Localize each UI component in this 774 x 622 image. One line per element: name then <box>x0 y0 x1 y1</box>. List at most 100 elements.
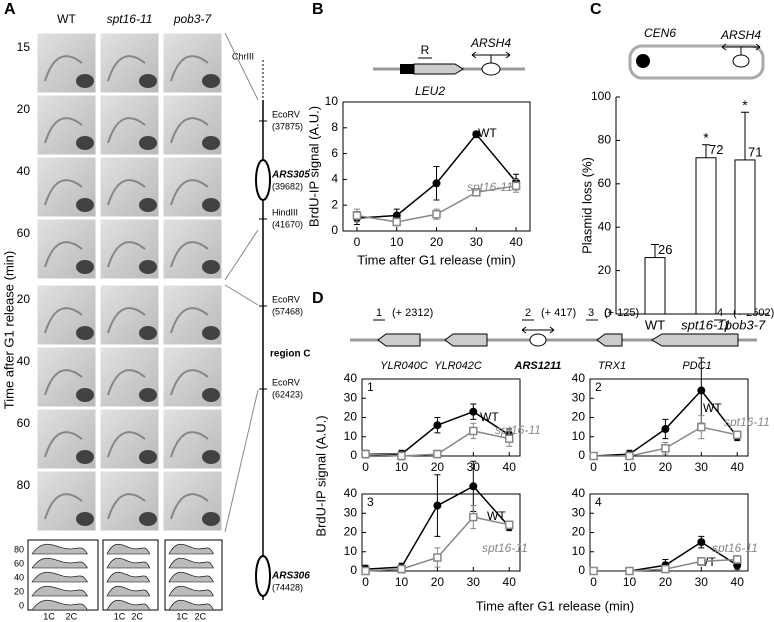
blot-arc <box>170 493 209 520</box>
y-tick-label: 10 <box>344 544 358 558</box>
facs-tick: 40 <box>14 572 24 582</box>
origin-label: ARSH4 <box>470 36 511 50</box>
facs-x-label: 2C <box>66 611 78 621</box>
facs-histogram <box>106 557 151 569</box>
blot-spot <box>139 388 157 402</box>
origin <box>255 555 271 597</box>
y-tick-label: 20 <box>572 410 586 424</box>
blot-spot <box>139 260 157 274</box>
point <box>361 449 370 459</box>
point <box>697 538 706 547</box>
facs-histogram <box>106 599 151 611</box>
blot-spot <box>76 260 94 274</box>
x-tick-label: 30 <box>695 460 709 474</box>
x-tick-label: 40 <box>503 460 517 474</box>
series-label: WT <box>478 126 497 140</box>
blot-spot <box>202 198 220 212</box>
blot-arc <box>44 369 83 396</box>
blot-spot <box>202 450 220 464</box>
point <box>504 434 514 443</box>
y-tick-label: 0 <box>578 448 585 462</box>
column-header: WT <box>57 12 76 26</box>
blot-spot <box>202 388 220 402</box>
y-axis-label: BrdU-IP signal (A.U.) <box>306 106 321 227</box>
gene-label: ARS1211 <box>514 360 562 372</box>
y-axis-label: Time after G1 release (min) <box>1 251 16 409</box>
y-tick-label: 20 <box>572 525 586 539</box>
x-tick-label: 20 <box>431 575 445 589</box>
centromere-label: CEN6 <box>644 26 676 40</box>
blot-spot <box>139 512 157 526</box>
panel-number: 3 <box>367 495 374 509</box>
y-tick-label: 20 <box>598 263 612 277</box>
value-label: 71 <box>748 144 762 159</box>
probe-id: 3 <box>588 307 594 319</box>
panel-label: A <box>4 1 16 18</box>
y-tick-label: 40 <box>598 219 612 233</box>
panel-label: C <box>590 1 602 18</box>
blot-arc <box>44 117 83 144</box>
map-connector <box>224 229 259 281</box>
gene-label: TRX1 <box>598 360 626 372</box>
x-tick-label: 0 <box>590 575 597 589</box>
point <box>732 430 742 440</box>
x-tick-label: spt16-11 <box>681 317 731 332</box>
x-axis-label: Time after G1 release (min) <box>357 252 515 267</box>
blot-spot <box>139 136 157 150</box>
blot-spot <box>76 388 94 402</box>
x-tick-label: pob3-7 <box>724 317 766 332</box>
point <box>432 179 441 188</box>
blot-spot <box>202 260 220 274</box>
panel-number: 2 <box>595 380 602 394</box>
x-tick-label: 20 <box>431 460 445 474</box>
x-tick-label: 10 <box>395 575 409 589</box>
site-position: (39682) <box>272 181 303 191</box>
point <box>392 211 401 220</box>
probe-id: 2 <box>525 307 531 319</box>
point <box>469 512 478 522</box>
map-connector <box>224 284 259 306</box>
point <box>661 425 670 434</box>
point <box>433 501 442 510</box>
site-position: (74428) <box>272 582 303 592</box>
facs-x-label: 1C <box>114 611 126 621</box>
facs-tick: 0 <box>19 600 24 610</box>
x-tick-label: 20 <box>659 575 673 589</box>
blot-spot <box>139 450 157 464</box>
blot-spot <box>139 198 157 212</box>
point <box>397 451 406 461</box>
facs-histogram <box>31 557 89 569</box>
blot-spot <box>202 326 220 340</box>
y-tick-label: 30 <box>572 505 586 519</box>
y-tick-label: 10 <box>572 429 586 443</box>
y-tick-label: 30 <box>344 390 358 404</box>
x-tick-label: 0 <box>362 575 369 589</box>
facs-tick: 60 <box>14 558 24 568</box>
point <box>625 566 634 576</box>
y-tick-label: 10 <box>344 429 358 443</box>
bar <box>695 157 717 315</box>
blot-arc <box>170 117 209 144</box>
value-label: 26 <box>658 242 672 257</box>
origin <box>255 159 271 201</box>
facs-histogram <box>168 557 214 569</box>
site-label: EcoRV <box>272 109 300 119</box>
row-label: 40 <box>17 354 31 368</box>
map-connector <box>224 32 259 101</box>
blot-arc <box>107 307 146 334</box>
point <box>697 386 706 395</box>
blot-arc <box>170 431 209 458</box>
probe-offset: (+ 417) <box>541 307 576 319</box>
y-tick-label: 20 <box>344 410 358 424</box>
site-position: (62423) <box>272 389 303 399</box>
y-tick-label: 40 <box>572 486 586 500</box>
x-tick-label: 0 <box>354 235 361 249</box>
panel-a: WT spt16-11 pob3-7 15 20 40 60 20 40 60 80 Time aft… <box>1 12 310 621</box>
row-label: 80 <box>17 478 31 492</box>
facs-histogram <box>168 543 214 555</box>
x-tick-label: 10 <box>623 460 637 474</box>
site-position: (37875) <box>272 121 303 131</box>
point <box>661 564 670 574</box>
diagrams: R ARSH4 LEU2 CEN6 ARSH4 1 (+ 2312) 2 (+ 417) 3 (+ … <box>313 26 774 613</box>
blot-spot <box>139 74 157 88</box>
